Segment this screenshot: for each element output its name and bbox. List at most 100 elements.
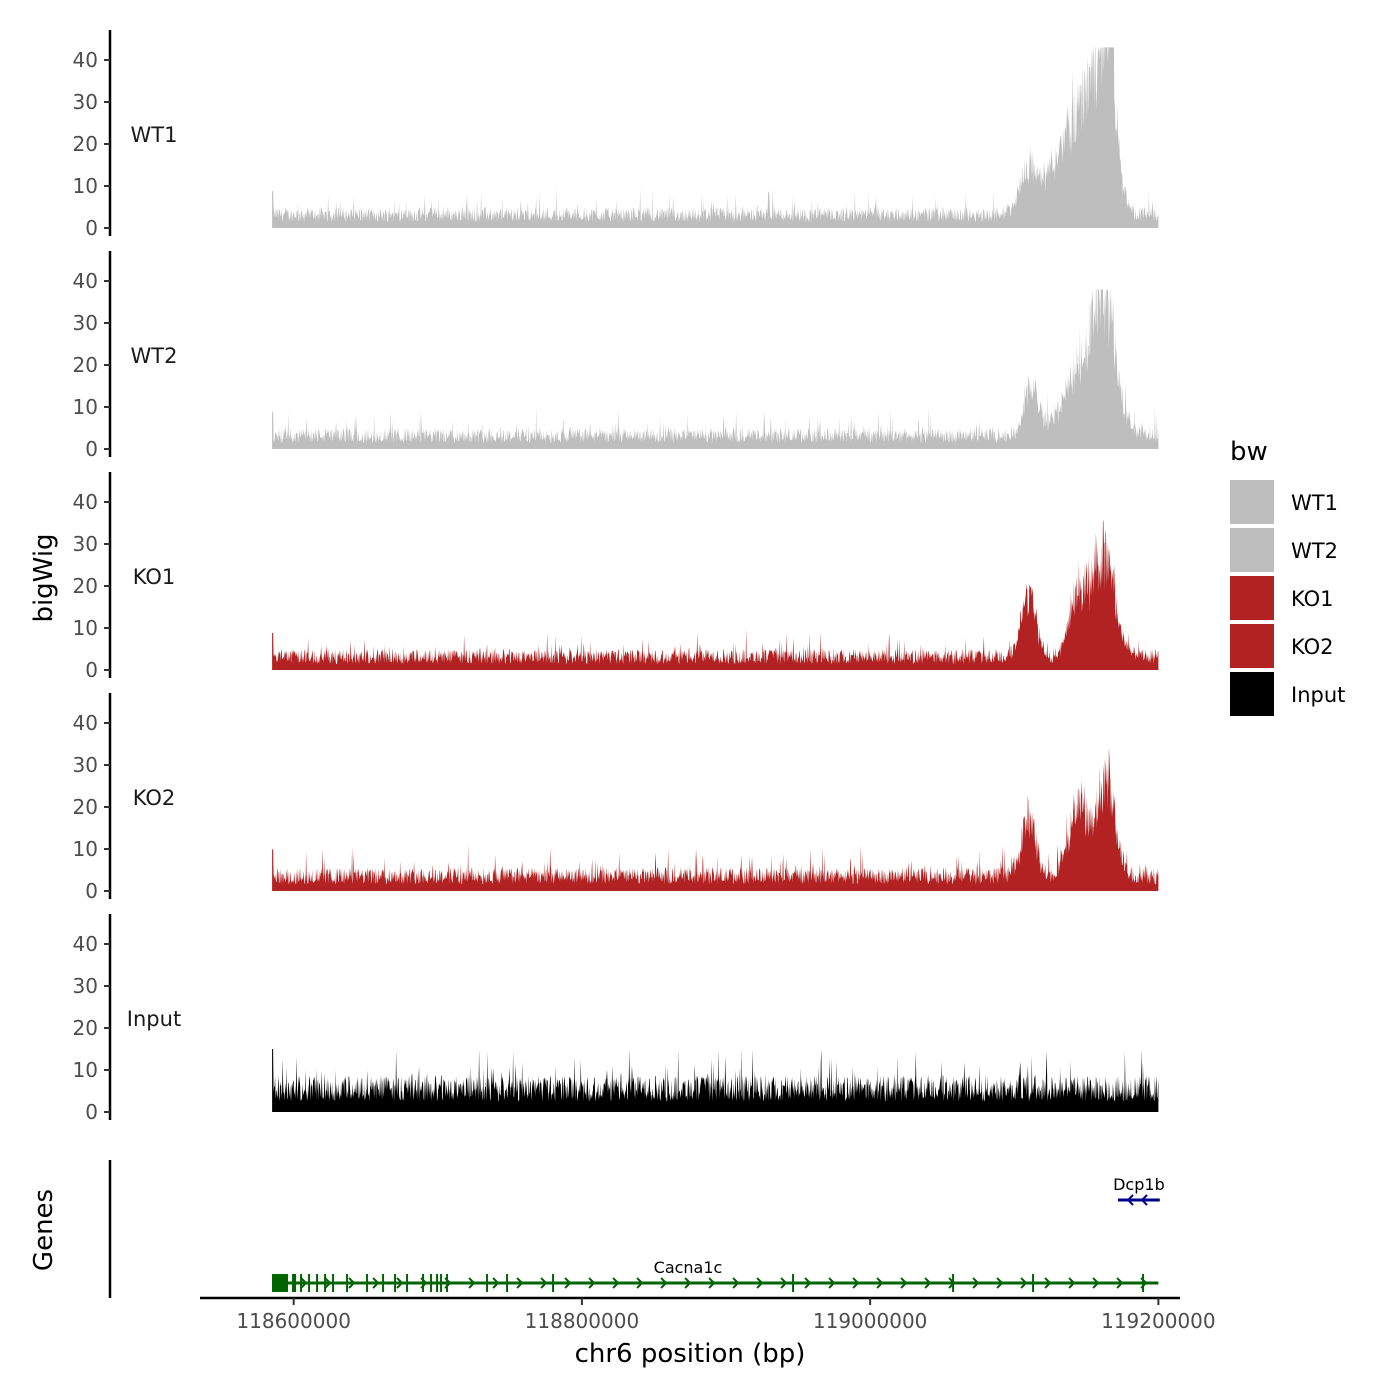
y-axis-title: bigWig	[29, 533, 59, 622]
y-tick-label: 40	[73, 711, 98, 735]
exon	[346, 1274, 349, 1292]
legend-title: bw	[1230, 437, 1268, 467]
track-label: KO2	[133, 786, 176, 810]
exon	[952, 1274, 955, 1292]
strand-arrow	[828, 1277, 836, 1289]
legend-label: WT1	[1291, 491, 1338, 515]
signal-wt1	[272, 47, 1159, 229]
legend: bw WT1 WT2 KO1 KO2 Input	[1230, 437, 1345, 716]
strand-arrow	[516, 1277, 524, 1289]
x-tick-label: 119200000	[1101, 1309, 1216, 1333]
signal-ko1	[272, 519, 1159, 670]
exon	[366, 1274, 369, 1292]
strand-arrow	[684, 1277, 692, 1289]
exon	[382, 1274, 385, 1292]
legend-item-input: Input	[1230, 672, 1345, 716]
y-tick-label: 30	[73, 90, 98, 114]
legend-label: WT2	[1291, 539, 1338, 563]
strand-arrow	[972, 1277, 980, 1289]
y-tick-label: 40	[73, 932, 98, 956]
strand-arrow	[756, 1277, 764, 1289]
gene-dcp1b: Dcp1b	[1113, 1175, 1165, 1206]
legend-item-wt1: WT1	[1230, 480, 1338, 524]
exon	[422, 1274, 425, 1292]
y-tick-label: 20	[73, 1016, 98, 1040]
legend-item-ko1: KO1	[1230, 576, 1334, 620]
legend-label: Input	[1291, 683, 1345, 707]
exon	[332, 1274, 335, 1292]
strand-arrow	[372, 1277, 380, 1289]
exon	[272, 1275, 287, 1291]
signal-input	[272, 1049, 1159, 1112]
y-tick-label: 0	[85, 658, 98, 682]
x-axis-title: chr6 position (bp)	[575, 1339, 806, 1369]
strand-arrow	[1020, 1277, 1028, 1289]
exon	[394, 1274, 397, 1292]
y-tick-label: 10	[73, 1058, 98, 1082]
track-wt1: 0 10 20 30 40 WT1	[73, 30, 1159, 240]
exon	[406, 1274, 409, 1292]
exon	[292, 1274, 297, 1292]
y-tick-label: 10	[73, 616, 98, 640]
strand-arrow	[1126, 1194, 1134, 1206]
y-tick-label: 40	[73, 48, 98, 72]
track-wt2: 0 10 20 30 40 WT2	[73, 251, 1159, 461]
strand-arrow	[540, 1277, 548, 1289]
exon	[1142, 1274, 1145, 1292]
gene-label: Cacna1c	[654, 1258, 723, 1277]
strand-arrow	[324, 1277, 332, 1289]
y-tick-label: 10	[73, 174, 98, 198]
strand-arrow	[300, 1277, 308, 1289]
y-tick-label: 0	[85, 879, 98, 903]
gene-label: Dcp1b	[1113, 1175, 1165, 1194]
y-tick-label: 30	[73, 532, 98, 556]
strand-arrow	[1044, 1277, 1052, 1289]
y-tick-label: 40	[73, 490, 98, 514]
exon	[1032, 1274, 1035, 1292]
y-tick-label: 0	[85, 437, 98, 461]
strand-arrow	[588, 1277, 596, 1289]
gene-cacna1c: Cacna1c	[272, 1258, 1159, 1292]
strand-arrow	[636, 1277, 644, 1289]
strand-arrow	[900, 1277, 908, 1289]
signal-wt2	[272, 289, 1159, 449]
legend-item-wt2: WT2	[1230, 528, 1338, 572]
signal-ko2	[272, 747, 1159, 891]
y-tick-label: 30	[73, 753, 98, 777]
exon	[300, 1274, 303, 1292]
x-tick-label: 118800000	[525, 1309, 640, 1333]
exon	[308, 1274, 311, 1292]
legend-swatch	[1230, 576, 1274, 620]
strand-arrow	[804, 1277, 812, 1289]
track-ko1: 0 10 20 30 40 KO1	[73, 472, 1159, 682]
y-tick-label: 10	[73, 395, 98, 419]
y-tick-label: 30	[73, 311, 98, 335]
strand-arrow	[924, 1277, 932, 1289]
y-tick-label: 20	[73, 574, 98, 598]
legend-swatch	[1230, 672, 1274, 716]
exon	[316, 1274, 319, 1292]
genes-panel: Cacna1c Dcp1b	[108, 1160, 1165, 1298]
track-input: 0 10 20 30 40 Input	[73, 914, 1159, 1124]
exon	[792, 1274, 795, 1292]
x-tick-label: 119000000	[813, 1309, 928, 1333]
y-tick-label: 30	[73, 974, 98, 998]
exon	[506, 1274, 509, 1292]
exon	[486, 1274, 489, 1292]
legend-swatch	[1230, 480, 1274, 524]
exon	[436, 1274, 439, 1292]
strand-arrow	[1068, 1277, 1076, 1289]
legend-swatch	[1230, 624, 1274, 668]
track-label: Input	[127, 1007, 181, 1031]
strand-arrow	[780, 1277, 788, 1289]
strand-arrow	[348, 1277, 356, 1289]
legend-label: KO1	[1291, 587, 1334, 611]
strand-arrow	[948, 1277, 956, 1289]
exon	[440, 1274, 443, 1292]
exon	[446, 1274, 449, 1292]
strand-arrow	[564, 1277, 572, 1289]
strand-arrow	[660, 1277, 668, 1289]
y-tick-label: 20	[73, 353, 98, 377]
track-ko2: 0 10 20 30 40 KO2	[73, 693, 1159, 903]
